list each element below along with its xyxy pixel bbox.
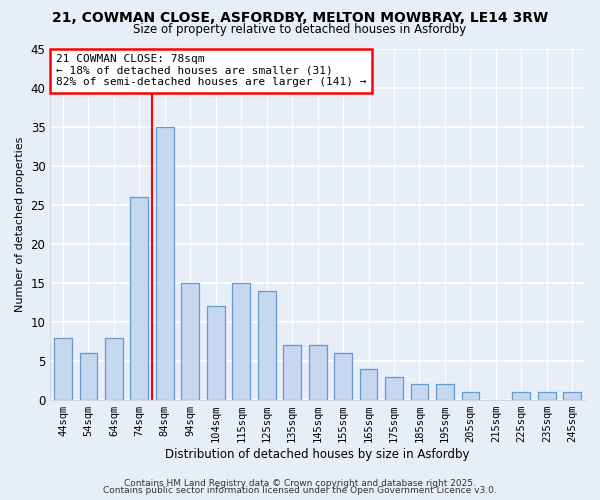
Bar xyxy=(436,384,454,400)
Bar xyxy=(512,392,530,400)
Y-axis label: Number of detached properties: Number of detached properties xyxy=(15,137,25,312)
Bar xyxy=(80,354,97,400)
Bar xyxy=(283,346,301,400)
Bar xyxy=(258,291,275,400)
Bar xyxy=(181,283,199,400)
Text: Size of property relative to detached houses in Asfordby: Size of property relative to detached ho… xyxy=(133,24,467,36)
Bar xyxy=(232,283,250,400)
Bar xyxy=(359,369,377,400)
Text: 21 COWMAN CLOSE: 78sqm
← 18% of detached houses are smaller (31)
82% of semi-det: 21 COWMAN CLOSE: 78sqm ← 18% of detached… xyxy=(56,54,366,88)
Bar xyxy=(207,306,225,400)
X-axis label: Distribution of detached houses by size in Asfordby: Distribution of detached houses by size … xyxy=(166,448,470,461)
Bar xyxy=(385,376,403,400)
Bar xyxy=(563,392,581,400)
Text: 21, COWMAN CLOSE, ASFORDBY, MELTON MOWBRAY, LE14 3RW: 21, COWMAN CLOSE, ASFORDBY, MELTON MOWBR… xyxy=(52,12,548,26)
Bar xyxy=(461,392,479,400)
Bar xyxy=(410,384,428,400)
Bar xyxy=(538,392,556,400)
Text: Contains HM Land Registry data © Crown copyright and database right 2025.: Contains HM Land Registry data © Crown c… xyxy=(124,478,476,488)
Bar xyxy=(309,346,326,400)
Text: Contains public sector information licensed under the Open Government Licence v3: Contains public sector information licen… xyxy=(103,486,497,495)
Bar xyxy=(334,354,352,400)
Bar xyxy=(156,127,174,400)
Bar xyxy=(105,338,123,400)
Bar xyxy=(130,197,148,400)
Bar xyxy=(54,338,72,400)
